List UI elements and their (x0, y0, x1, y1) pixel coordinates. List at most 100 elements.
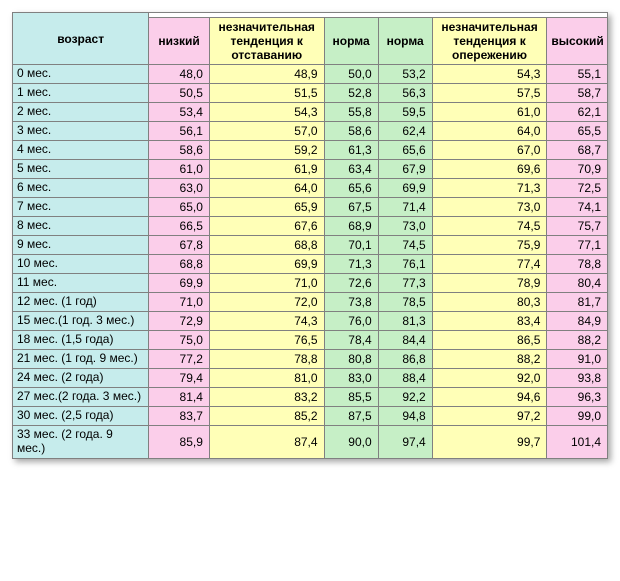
cell-value: 54,3 (432, 65, 547, 84)
cell-value: 78,8 (547, 255, 608, 274)
cell-value: 78,8 (209, 350, 324, 369)
cell-value: 78,5 (378, 293, 432, 312)
cell-value: 69,9 (209, 255, 324, 274)
cell-age: 18 мес. (1,5 года) (13, 331, 149, 350)
cell-age: 30 мес. (2,5 года) (13, 407, 149, 426)
cell-value: 83,2 (209, 388, 324, 407)
cell-value: 74,3 (209, 312, 324, 331)
cell-value: 68,9 (324, 217, 378, 236)
cell-value: 76,5 (209, 331, 324, 350)
cell-value: 92,2 (378, 388, 432, 407)
cell-value: 52,8 (324, 84, 378, 103)
cell-value: 57,5 (432, 84, 547, 103)
cell-value: 69,6 (432, 160, 547, 179)
table-row: 3 мес.56,157,058,662,464,065,5 (13, 122, 608, 141)
table-row: 5 мес.61,061,963,467,969,670,9 (13, 160, 608, 179)
cell-value: 72,9 (149, 312, 210, 331)
cell-value: 68,8 (209, 236, 324, 255)
cell-value: 81,7 (547, 293, 608, 312)
table-row: 7 мес.65,065,967,571,473,074,1 (13, 198, 608, 217)
cell-value: 65,6 (324, 179, 378, 198)
cell-age: 15 мес.(1 год. 3 мес.) (13, 312, 149, 331)
cell-age: 10 мес. (13, 255, 149, 274)
cell-value: 77,3 (378, 274, 432, 293)
cell-value: 65,6 (378, 141, 432, 160)
cell-value: 61,9 (209, 160, 324, 179)
cell-value: 86,8 (378, 350, 432, 369)
cell-value: 50,0 (324, 65, 378, 84)
th-tendahead: незначительная тенденция к опережению (432, 18, 547, 65)
cell-value: 94,8 (378, 407, 432, 426)
cell-age: 0 мес. (13, 65, 149, 84)
cell-value: 70,1 (324, 236, 378, 255)
cell-value: 53,2 (378, 65, 432, 84)
cell-value: 87,5 (324, 407, 378, 426)
cell-value: 72,6 (324, 274, 378, 293)
cell-value: 48,9 (209, 65, 324, 84)
cell-value: 73,8 (324, 293, 378, 312)
cell-value: 101,4 (547, 426, 608, 459)
cell-value: 61,0 (149, 160, 210, 179)
cell-age: 8 мес. (13, 217, 149, 236)
cell-value: 64,0 (432, 122, 547, 141)
cell-value: 88,2 (432, 350, 547, 369)
table-row: 30 мес. (2,5 года)83,785,287,594,897,299… (13, 407, 608, 426)
cell-value: 86,5 (432, 331, 547, 350)
cell-value: 93,8 (547, 369, 608, 388)
cell-value: 57,0 (209, 122, 324, 141)
cell-age: 33 мес. (2 года. 9 мес.) (13, 426, 149, 459)
cell-value: 69,9 (378, 179, 432, 198)
cell-age: 2 мес. (13, 103, 149, 122)
cell-value: 67,9 (378, 160, 432, 179)
cell-value: 85,2 (209, 407, 324, 426)
cell-age: 21 мес. (1 год. 9 мес.) (13, 350, 149, 369)
cell-value: 77,1 (547, 236, 608, 255)
cell-value: 62,4 (378, 122, 432, 141)
table-row: 15 мес.(1 год. 3 мес.)72,974,376,081,383… (13, 312, 608, 331)
table-row: 9 мес.67,868,870,174,575,977,1 (13, 236, 608, 255)
cell-value: 63,0 (149, 179, 210, 198)
cell-value: 67,6 (209, 217, 324, 236)
cell-value: 54,3 (209, 103, 324, 122)
cell-value: 78,4 (324, 331, 378, 350)
cell-value: 65,0 (149, 198, 210, 217)
cell-value: 90,0 (324, 426, 378, 459)
cell-value: 61,0 (432, 103, 547, 122)
cell-value: 72,5 (547, 179, 608, 198)
table-row: 18 мес. (1,5 года)75,076,578,484,486,588… (13, 331, 608, 350)
cell-value: 68,7 (547, 141, 608, 160)
cell-value: 80,3 (432, 293, 547, 312)
cell-value: 80,4 (547, 274, 608, 293)
cell-value: 67,0 (432, 141, 547, 160)
cell-value: 58,7 (547, 84, 608, 103)
cell-value: 63,4 (324, 160, 378, 179)
cell-value: 81,0 (209, 369, 324, 388)
cell-value: 53,4 (149, 103, 210, 122)
th-high: высокий (547, 18, 608, 65)
cell-value: 99,7 (432, 426, 547, 459)
cell-value: 75,7 (547, 217, 608, 236)
cell-value: 55,8 (324, 103, 378, 122)
cell-value: 64,0 (209, 179, 324, 198)
cell-value: 74,1 (547, 198, 608, 217)
cell-value: 79,4 (149, 369, 210, 388)
cell-value: 58,6 (324, 122, 378, 141)
table-row: 0 мес.48,048,950,053,254,355,1 (13, 65, 608, 84)
table-row: 11 мес.69,971,072,677,378,980,4 (13, 274, 608, 293)
cell-age: 27 мес.(2 года. 3 мес.) (13, 388, 149, 407)
cell-value: 97,2 (432, 407, 547, 426)
cell-value: 74,5 (432, 217, 547, 236)
th-norm1: норма (324, 18, 378, 65)
cell-age: 5 мес. (13, 160, 149, 179)
cell-value: 59,5 (378, 103, 432, 122)
cell-age: 11 мес. (13, 274, 149, 293)
cell-value: 67,5 (324, 198, 378, 217)
cell-value: 87,4 (209, 426, 324, 459)
cell-age: 7 мес. (13, 198, 149, 217)
cell-value: 72,0 (209, 293, 324, 312)
table-row: 21 мес. (1 год. 9 мес.)77,278,880,886,88… (13, 350, 608, 369)
cell-value: 73,0 (432, 198, 547, 217)
cell-value: 51,5 (209, 84, 324, 103)
cell-value: 81,3 (378, 312, 432, 331)
cell-value: 50,5 (149, 84, 210, 103)
